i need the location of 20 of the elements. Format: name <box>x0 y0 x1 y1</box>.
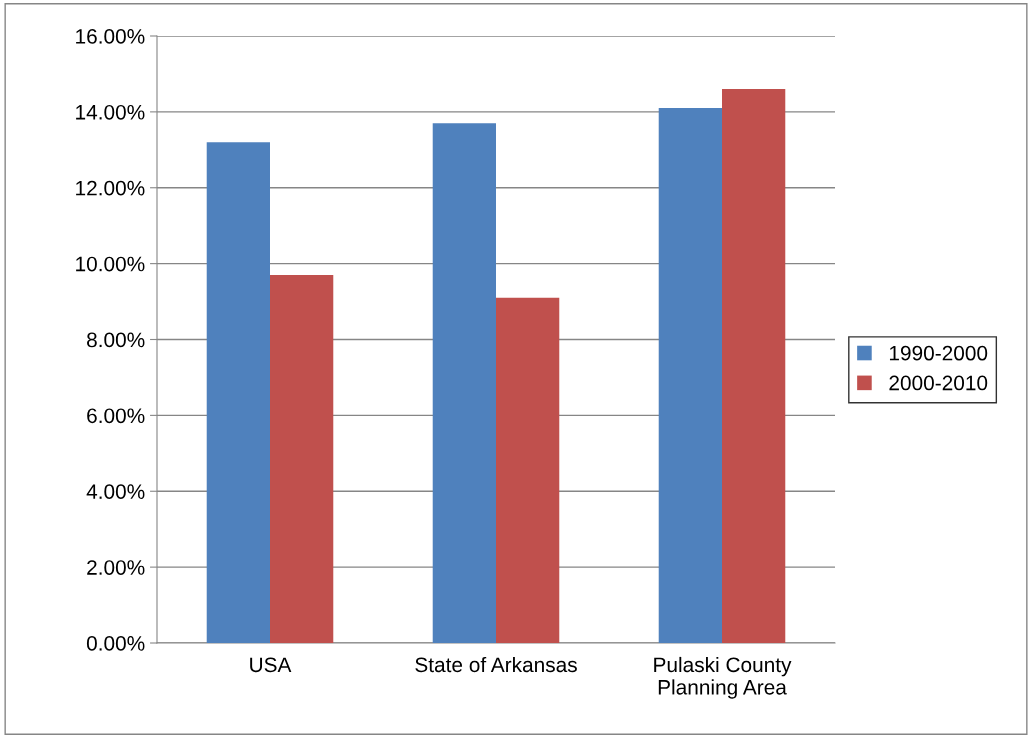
x-tick-label: Pulaski County Planning Area <box>654 656 792 699</box>
y-tick-label: 16.00% <box>76 29 145 44</box>
x-tick-label: USA <box>250 657 292 673</box>
bar <box>206 142 270 643</box>
bar <box>270 275 334 643</box>
y-tick-label: 12.00% <box>76 180 145 196</box>
y-tick-label: 8.00% <box>87 332 145 348</box>
y-tick-label: 4.00% <box>86 484 145 499</box>
bar <box>496 297 560 643</box>
legend-label: 1990-2000 <box>889 345 988 361</box>
y-tick-label: 2.00% <box>87 560 145 575</box>
y-tick-label: 6.00% <box>87 408 145 424</box>
bar <box>658 108 722 643</box>
y-tick-label: 0.00% <box>86 636 145 651</box>
bar <box>722 89 786 643</box>
legend-label: 2000-2010 <box>889 375 988 391</box>
bar <box>432 123 496 643</box>
y-tick-label: 10.00% <box>76 256 145 272</box>
x-tick-label: State of Arkansas <box>415 656 577 673</box>
y-tick-label: 14.00% <box>76 104 145 120</box>
